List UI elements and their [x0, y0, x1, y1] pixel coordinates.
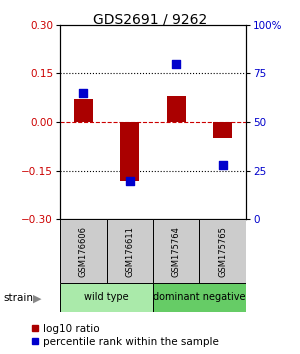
Bar [60, 283, 153, 312]
Text: GDS2691 / 9262: GDS2691 / 9262 [93, 12, 207, 27]
Text: dominant negative: dominant negative [153, 292, 246, 302]
Text: GSM175764: GSM175764 [172, 226, 181, 277]
Point [128, 178, 132, 183]
Legend: log10 ratio, percentile rank within the sample: log10 ratio, percentile rank within the … [29, 321, 221, 349]
Bar [167, 96, 185, 122]
Point [174, 61, 178, 67]
Bar [60, 219, 106, 283]
Text: GSM176611: GSM176611 [125, 226, 134, 277]
Bar [153, 283, 246, 312]
Bar [200, 219, 246, 283]
Text: GSM176606: GSM176606 [79, 226, 88, 277]
Bar [213, 122, 232, 138]
Bar [153, 219, 200, 283]
Bar [74, 99, 92, 122]
Bar [106, 219, 153, 283]
Text: GSM175765: GSM175765 [218, 226, 227, 277]
Point [220, 162, 225, 168]
Text: ▶: ▶ [33, 293, 42, 303]
Point [81, 90, 86, 96]
Text: strain: strain [3, 293, 33, 303]
Bar [120, 122, 139, 181]
Text: wild type: wild type [84, 292, 129, 302]
